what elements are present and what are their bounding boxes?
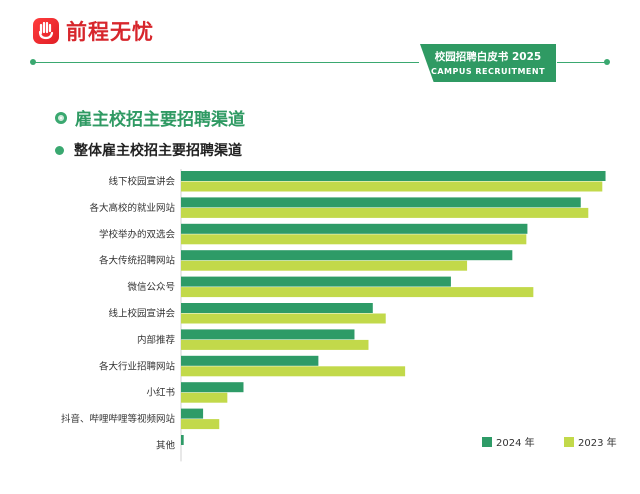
category-label: 各大行业招聘网站 (99, 360, 176, 372)
category-label: 内部推荐 (137, 334, 176, 346)
bar-2024 (181, 355, 319, 366)
category-label: 各大传统招聘网站 (99, 255, 176, 267)
bar-2024 (181, 197, 581, 208)
header-dot-right (604, 59, 610, 65)
dot-bullet-icon (55, 145, 64, 155)
bar-2024 (181, 329, 355, 340)
hand-logo-icon (33, 18, 59, 44)
header-rule-left (34, 62, 419, 63)
category-label: 线下校园宣讲会 (108, 176, 175, 188)
bar-2023 (181, 234, 527, 245)
header-rule-right (557, 62, 607, 63)
brand-logo: 前程无忧 (33, 16, 154, 46)
category-label: 微信公众号 (127, 281, 175, 293)
bar-2023 (181, 207, 589, 218)
legend-label: 2024 年 (496, 436, 535, 449)
badge-title: 校园招聘白皮书 2025 (434, 51, 542, 63)
bar-2023 (181, 419, 220, 430)
bar-2024 (181, 171, 606, 181)
bar-2023 (181, 313, 386, 324)
bar-2023 (181, 392, 228, 403)
legend-swatch-2023 (564, 437, 574, 447)
ring-bullet-icon (55, 111, 67, 124)
bar-2024 (181, 250, 513, 261)
bar-2024 (181, 408, 204, 419)
report-badge: 校园招聘白皮书 2025 CAMPUS RECRUITMENT (420, 44, 556, 82)
bar-2024 (181, 303, 373, 313)
bar-2023 (181, 366, 406, 377)
badge-subtitle: CAMPUS RECRUITMENT (430, 67, 546, 76)
category-label: 其他 (156, 440, 176, 452)
bar-2024 (181, 435, 184, 445)
chart-subtitle-text: 整体雇主校招主要招聘渠道 (74, 143, 242, 159)
bar-2024 (181, 276, 451, 287)
section-title-text: 雇主校招主要招聘渠道 (75, 110, 245, 130)
category-label: 学校举办的双选会 (99, 228, 176, 240)
chart-subtitle: 整体雇主校招主要招聘渠道 (55, 140, 242, 160)
legend-swatch-2024 (482, 437, 492, 447)
brand-name: 前程无忧 (66, 20, 154, 44)
header-dot-left (30, 59, 36, 65)
bar-2024 (181, 223, 528, 234)
bar-2023 (181, 339, 369, 350)
bar-2023 (181, 260, 468, 271)
section-title: 雇主校招主要招聘渠道 (55, 105, 245, 130)
legend-label: 2023 年 (578, 436, 617, 449)
bar-2023 (181, 287, 534, 298)
bar-2024 (181, 382, 244, 393)
category-label: 抖音、哔哩哔哩等视频网站 (61, 413, 176, 425)
category-label: 各大高校的就业网站 (89, 202, 175, 214)
category-label: 线上校园宣讲会 (108, 308, 175, 320)
category-label: 小红书 (146, 387, 175, 399)
bar-2023 (181, 181, 603, 192)
